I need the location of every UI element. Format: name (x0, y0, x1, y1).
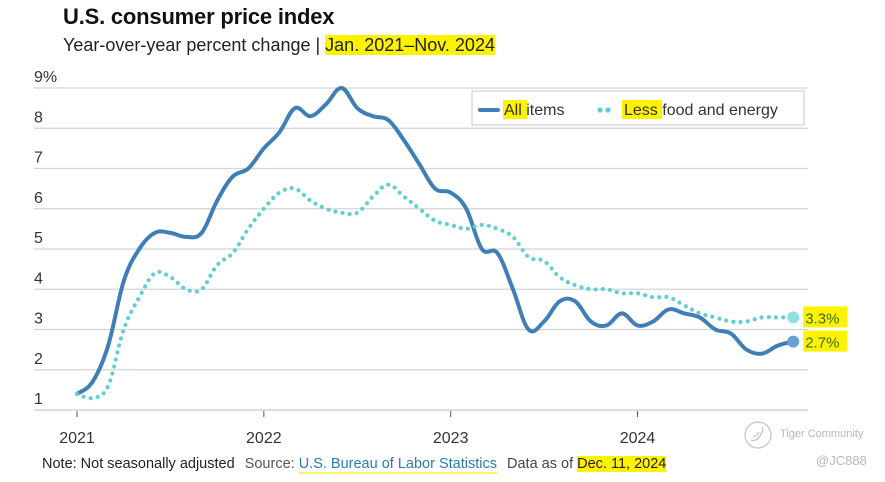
legend: All items Less food and energy (471, 90, 805, 126)
x-tick-label: 2024 (620, 430, 656, 447)
chart-subtitle: Year-over-year percent change | Jan. 202… (63, 35, 495, 56)
end-label-highlight-core (803, 306, 848, 328)
y-tick-label: 1 (34, 391, 43, 408)
subtitle-text: Year-over-year percent change | (63, 35, 326, 55)
footer-asof-date: Dec. 11, 2024 (577, 456, 667, 472)
legend-highlight-less (622, 100, 662, 119)
watermark-handle: @JC888 (816, 453, 867, 468)
x-axis: 2021 2022 2023 2024 (59, 411, 655, 447)
gridlines (34, 87, 808, 411)
y-axis-ticks: 1 2 3 4 5 6 7 8 9% (34, 69, 57, 408)
chart-footer: Note: Not seasonally adjusted Source: U.… (42, 456, 667, 474)
y-tick-label: 5 (34, 230, 43, 247)
end-marker-all-items (787, 335, 800, 348)
end-label-all-items: 2.7% (805, 335, 839, 352)
end-labels: 2.7% 3.3% (787, 306, 848, 352)
chart-title: U.S. consumer price index (63, 4, 335, 29)
y-tick-label: 7 (34, 150, 43, 167)
series-line-core (74, 182, 796, 401)
y-tick-label: 6 (34, 190, 43, 207)
y-tick-label: 9% (34, 69, 57, 86)
subtitle-date-range: Jan. 2021–Nov. 2024 (325, 35, 495, 55)
y-tick-label: 3 (34, 311, 43, 328)
end-marker-core (787, 311, 800, 324)
x-tick-label: 2023 (433, 430, 469, 447)
tiger-community-logo-icon (744, 421, 772, 449)
legend-swatch-core-dot-1 (597, 107, 603, 113)
footer-source-label: Source: (244, 456, 295, 472)
watermark-brand: Tiger Community (780, 428, 864, 440)
y-tick-label: 2 (34, 351, 43, 368)
x-tick-label: 2022 (246, 430, 282, 447)
footer-note: Note: Not seasonally adjusted (42, 456, 235, 472)
end-label-core: 3.3% (805, 310, 839, 327)
series-lines (74, 86, 796, 401)
legend-highlight-all (503, 100, 527, 119)
x-tick-label: 2021 (59, 430, 95, 447)
legend-label-all-items: All items (504, 102, 564, 119)
y-tick-label: 8 (34, 109, 43, 126)
source-link[interactable]: U.S. Bureau of Labor Statistics (298, 456, 497, 474)
y-tick-label: 4 (34, 270, 43, 287)
footer-asof-label: Data as of (507, 456, 574, 472)
series-line-all-items (75, 86, 796, 396)
legend-swatch-core-dot-2 (605, 107, 611, 113)
legend-label-core: Less food and energy (624, 102, 778, 119)
end-label-highlight-all-items (803, 330, 848, 352)
